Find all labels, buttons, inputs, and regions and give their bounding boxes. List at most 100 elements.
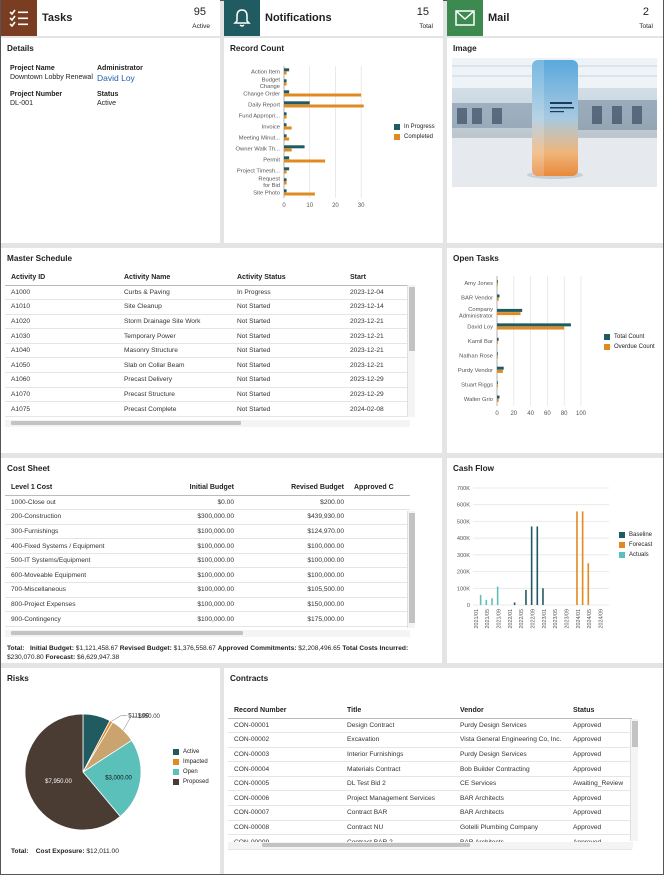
table-row[interactable]: A1040 Masonry Structure Not Started 2023-12… (5, 343, 408, 359)
table-cell: CON-00004 (228, 761, 341, 777)
project-number-value: DL-001 (10, 100, 33, 107)
table-row[interactable]: 900-Contingency $100,000.00 $175,000.00 (5, 611, 410, 627)
table-row[interactable]: CON-00002 Excavation Vista General Enginee… (228, 732, 632, 748)
table-cell: Precast Delivery (118, 372, 231, 388)
master-schedule-hscroll[interactable] (5, 420, 410, 427)
record-count-bar (284, 156, 290, 160)
record-count-bar (284, 90, 290, 94)
open-tasks-bar (497, 395, 500, 399)
col-activity-id[interactable]: Activity ID (5, 271, 118, 286)
status-value: Active (97, 100, 117, 107)
table-cell: CON-00001 (228, 718, 341, 734)
table-row[interactable]: A1070 Precast Structure Not Started 2023-12… (5, 387, 408, 403)
details-card: Details Project Name Downtown Lobby Rene… (1, 38, 220, 243)
table-cell (348, 553, 410, 569)
table-row[interactable]: 500-IT Systems/Equipment $100,000.00 $100,… (5, 553, 410, 569)
cost-sheet-hscroll[interactable] (5, 630, 410, 637)
table-row[interactable]: CON-00003 Interior Furnishings Purdy Desig… (228, 747, 632, 763)
col-approved[interactable]: Approved C (348, 481, 410, 496)
table-cell: $100,000.00 (238, 538, 348, 554)
table-cell: Slab on Collar Beam (118, 357, 231, 374)
table-row[interactable]: CON-00008 Contract NU Gotelli Plumbing Com… (228, 820, 632, 836)
table-row[interactable]: A1010 Site Cleanup Not Started 2023-12-14 (5, 299, 408, 315)
open-tasks-category-label: Nathan Rose (459, 353, 493, 359)
cash-flow-x-tick: 2024/05 (587, 609, 593, 629)
mail-tile[interactable]: Mail 2 Total (447, 0, 663, 36)
contracts-hscroll[interactable] (228, 842, 633, 849)
open-tasks-tick-label: 80 (561, 411, 568, 417)
open-tasks-bar (497, 341, 498, 344)
open-tasks-tick-label: 60 (544, 411, 551, 417)
open-tasks-title: Open Tasks (453, 254, 499, 263)
record-count-tick-label: 0 (282, 203, 286, 209)
table-row[interactable]: CON-00005 DL Test Bid 2 CE Services Awaitin… (228, 776, 632, 792)
col-activity-name[interactable]: Activity Name (118, 271, 231, 286)
administrator-link[interactable]: David Loy (97, 73, 135, 83)
table-row[interactable]: A1050 Slab on Collar Beam Not Started 2023-… (5, 357, 408, 374)
record-count-category-label: Permit (263, 158, 280, 164)
col-initial-budget[interactable]: Initial Budget (135, 481, 238, 496)
table-row[interactable]: 700-Miscellaneous $100,000.00 $105,500.00 (5, 582, 410, 598)
col-activity-status[interactable]: Activity Status (231, 271, 344, 286)
tasks-tile[interactable]: Tasks 95 Active (1, 0, 220, 36)
cost-sheet-vscroll[interactable] (407, 511, 415, 628)
col-title[interactable]: Title (341, 704, 454, 719)
table-row[interactable]: A1075 Precast Complete Not Started 2024-02-… (5, 401, 408, 417)
notifications-tile[interactable]: Notifications 15 Total (224, 0, 443, 36)
record-count-bar (284, 134, 287, 138)
table-row[interactable]: 400-Fixed Systems / Equipment $100,000.00… (5, 538, 410, 554)
table-cell: 900-Contingency (5, 611, 135, 627)
table-row[interactable]: CON-00001 Design Contract Purdy Design Ser… (228, 718, 632, 734)
col-vendor[interactable]: Vendor (454, 704, 567, 719)
record-count-bar (284, 104, 364, 108)
tasks-sub: Active (192, 23, 210, 30)
table-row[interactable]: 800-Project Expenses $100,000.00 $150,000.… (5, 597, 410, 613)
risks-pie-slice (82, 739, 142, 818)
risks-data-label: $950.00 (138, 714, 160, 720)
notifications-label: Notifications (265, 12, 332, 24)
col-level1-cost[interactable]: Level 1 Cost (5, 481, 135, 496)
table-row[interactable]: CON-00006 Project Management Services BAR … (228, 790, 632, 807)
table-cell: BAR Architects (454, 805, 567, 821)
table-row[interactable]: A1030 Temporary Power Not Started 2023-12-2… (5, 328, 408, 344)
table-row[interactable]: 1000-Close out $0.00 $200.00 (5, 495, 410, 511)
table-row[interactable]: CON-00004 Materials Contract Bob Builder C… (228, 761, 632, 777)
col-record-number[interactable]: Record Number (228, 704, 341, 719)
table-cell: Bob Builder Contracting (454, 761, 567, 777)
table-cell: Storm Drainage Site Work (118, 314, 231, 330)
table-cell: Awaiting_Review (567, 776, 632, 792)
col-status[interactable]: Status (567, 704, 632, 719)
table-cell: 2023-12-21 (344, 328, 408, 344)
table-row[interactable]: CON-00007 Contract BAR BAR Architects Appro… (228, 805, 632, 821)
table-cell: Not Started (231, 299, 344, 315)
table-row[interactable]: 300-Furnishings $100,000.00 $124,970.00 (5, 524, 410, 540)
table-row[interactable]: 600-Moveable Equipment $100,000.00 $100,00… (5, 567, 410, 584)
table-cell (348, 495, 410, 511)
contracts-table: Record Number Title Vendor Status CON-00… (228, 704, 632, 850)
record-count-category-label: for Bid (263, 183, 280, 189)
table-row[interactable]: A1020 Storm Drainage Site Work Not Started… (5, 314, 408, 330)
contracts-vscroll[interactable] (630, 719, 638, 841)
open-tasks-category-label: Amy Jones (464, 281, 493, 287)
table-cell: Not Started (231, 328, 344, 344)
col-start[interactable]: Start (344, 271, 408, 286)
open-tasks-category-label: Kamil Bar (468, 339, 493, 345)
table-cell: CE Services (454, 776, 567, 792)
record-count-card: Record Count 0 10 20 30 Action Item Budget Cha… (224, 38, 443, 243)
cost-sheet-table: Level 1 Cost Initial Budget Revised Budg… (5, 481, 410, 627)
legend-total-count: Total Count (604, 334, 644, 340)
cash-flow-x-tick: 2024/01 (576, 609, 582, 629)
legend-baseline: Baseline (619, 532, 652, 538)
cash-flow-y-tick: 500K (457, 519, 470, 525)
table-row[interactable]: A1060 Precast Delivery Not Started 2023-12-… (5, 372, 408, 388)
col-revised-budget[interactable]: Revised Budget (238, 481, 348, 496)
open-tasks-bar (497, 337, 499, 341)
table-row[interactable]: 200-Construction $300,000.00 $439,930.00 (5, 509, 410, 525)
contracts-title: Contracts (230, 674, 269, 683)
cash-flow-x-tick: 2022/01 (508, 609, 514, 629)
table-cell: $105,500.00 (238, 582, 348, 598)
project-name-label: Project Name (10, 65, 55, 72)
master-schedule-vscroll[interactable] (407, 285, 415, 417)
table-row[interactable]: A1000 Curbs & Paving In Progress 2023-12-04 (5, 285, 408, 301)
cost-sheet-card: Cost Sheet Level 1 Cost Initial Budget R… (1, 458, 442, 663)
